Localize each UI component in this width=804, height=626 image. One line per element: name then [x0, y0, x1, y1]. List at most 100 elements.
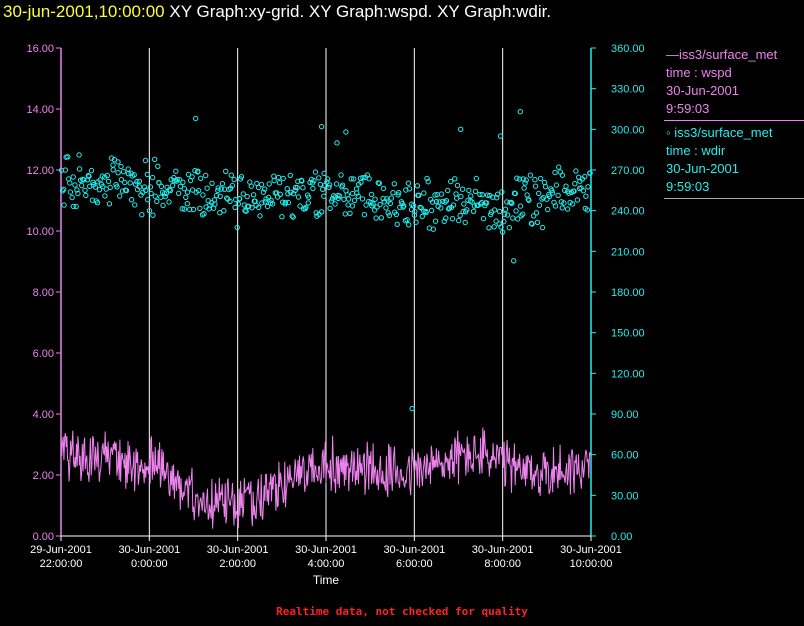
wdir-point — [504, 212, 511, 218]
wdir-point — [213, 192, 220, 199]
wdir-point — [423, 209, 429, 216]
wdir-point — [62, 167, 69, 173]
wdir-point — [516, 176, 523, 182]
wdir-point — [169, 182, 176, 189]
wdir-point — [158, 194, 164, 200]
wdir-point — [342, 211, 348, 217]
wdir-point — [488, 211, 494, 218]
wdir-point — [537, 175, 544, 182]
wdir-point — [100, 183, 106, 190]
wdir-point — [401, 203, 407, 209]
wdir-point — [144, 171, 151, 178]
wdir-point — [348, 176, 354, 182]
wdir-point — [413, 219, 419, 225]
wdir-point — [195, 168, 201, 175]
wdir-point — [425, 179, 431, 185]
wdir-point — [244, 193, 250, 200]
wdir-point — [155, 163, 161, 170]
wdir-point — [445, 187, 451, 194]
wdir-point — [163, 190, 170, 196]
wdir-point — [122, 179, 128, 186]
wdir-point — [316, 175, 322, 181]
x-tick-label-time: 6:00:00 — [396, 558, 433, 570]
wdir-point — [179, 206, 185, 212]
wdir-point — [549, 190, 556, 196]
wdir-point — [457, 212, 463, 219]
wdir-point — [102, 193, 108, 199]
wdir-point — [125, 166, 131, 172]
wdir-point — [360, 175, 366, 181]
wdir-point — [523, 177, 529, 183]
wdir-point — [361, 212, 368, 218]
wdir-point — [396, 190, 402, 196]
wdir-point — [94, 200, 101, 206]
wdir-point — [515, 216, 521, 222]
wdir-point — [160, 202, 166, 209]
wdir-point — [558, 199, 564, 205]
wdir-point — [378, 215, 384, 221]
y-right-tick-label: 120.00 — [611, 368, 645, 380]
wdir-point — [217, 193, 223, 200]
legend-wspd-source: —iss3/surface_met — [666, 47, 778, 62]
wdir-point — [306, 194, 312, 200]
wdir-point — [501, 211, 508, 217]
y-left-tick-label: 12.00 — [26, 165, 54, 177]
wdir-point — [405, 180, 412, 186]
wdir-point — [295, 194, 302, 200]
x-tick-label-time: 10:00:00 — [570, 558, 613, 570]
wdir-point — [176, 177, 183, 183]
wdir-point — [234, 224, 240, 231]
wdir-point — [146, 208, 153, 214]
wdir-point — [358, 179, 364, 186]
wdir-point — [387, 200, 393, 207]
wdir-point — [414, 183, 421, 189]
graph-title: 30-jun-2001,10:00:00 XY Graph:xy-grid. X… — [3, 2, 551, 22]
x-tick-label-date: 30-Jun-2001 — [383, 544, 445, 556]
wdir-point — [355, 193, 361, 199]
wdir-point — [509, 200, 515, 207]
wdir-point — [456, 217, 462, 224]
wdir-point — [76, 166, 83, 172]
wdir-point — [390, 190, 396, 196]
wdir-point — [479, 199, 485, 206]
legend: —iss3/surface_met time : wspd 30-Jun-200… — [664, 46, 804, 199]
wdir-point — [432, 192, 438, 198]
wdir-point — [255, 184, 262, 191]
x-tick-label-date: 30-Jun-2001 — [472, 544, 534, 556]
wdir-point — [204, 185, 210, 191]
y-right-tick-label: 330.00 — [611, 84, 645, 96]
wdir-point — [453, 191, 459, 197]
legend-wspd[interactable]: —iss3/surface_met time : wspd 30-Jun-200… — [664, 46, 804, 121]
x-tick-label-date: 30-Jun-2001 — [295, 544, 357, 556]
wdir-point — [341, 196, 347, 203]
wdir-point — [495, 191, 501, 197]
y-right-tick-label: 270.00 — [611, 165, 645, 177]
wdir-point — [470, 208, 477, 215]
wdir-point — [139, 212, 145, 218]
legend-wdir[interactable]: ◦ iss3/surface_met time : wdir 30-Jun-20… — [664, 124, 804, 199]
wdir-point — [359, 196, 366, 202]
x-axis-label: Time — [313, 573, 340, 587]
wdir-point — [141, 184, 148, 190]
wdir-point — [104, 172, 111, 179]
wdir-point — [419, 213, 425, 220]
wdir-point — [152, 156, 158, 163]
wspd-series-line — [60, 427, 592, 529]
wdir-point — [197, 205, 203, 212]
wdir-point — [411, 212, 418, 218]
wdir-point — [329, 196, 336, 202]
wdir-point — [246, 203, 252, 210]
wdir-point — [131, 172, 137, 178]
wdir-point — [471, 203, 478, 209]
wdir-point — [300, 185, 306, 191]
wdir-point — [334, 140, 340, 146]
wdir-point — [212, 201, 218, 207]
wdir-point — [76, 152, 82, 158]
wdir-point — [319, 209, 325, 215]
wdir-point — [339, 182, 346, 188]
wdir-point — [561, 200, 567, 206]
wdir-point — [436, 199, 442, 205]
x-tick-label-date: 30-Jun-2001 — [118, 544, 180, 556]
wdir-point — [90, 179, 96, 186]
